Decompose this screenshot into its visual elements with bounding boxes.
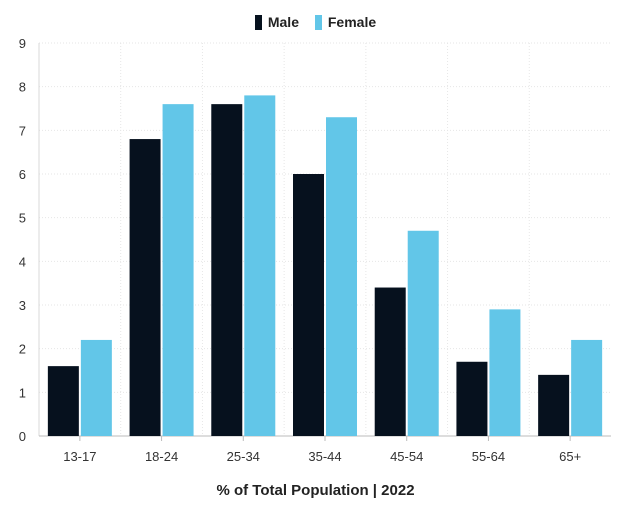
bar-female-18-24 [162,104,194,436]
bar-male-45-54 [374,287,406,436]
x-tick-label: 25-34 [227,449,260,464]
y-tick-label: 8 [19,80,26,95]
legend-swatch-male [254,14,262,30]
bar-female-45-54 [407,230,439,436]
y-tick-label: 0 [19,429,26,444]
bar-female-55-64 [489,309,521,436]
x-tick-label: 18-24 [145,449,178,464]
x-tick-label: 35-44 [308,449,341,464]
y-tick-label: 7 [19,123,26,138]
bar-male-18-24 [129,139,161,437]
bar-male-65plus [538,374,570,436]
x-tick-label: 55-64 [472,449,505,464]
bar-female-25-34 [244,95,276,437]
y-tick-label: 3 [19,298,26,313]
bar-male-35-44 [293,174,324,436]
y-tick-label: 4 [19,254,26,269]
bar-female-65plus [571,339,603,436]
x-tick-label: 45-54 [390,449,423,464]
y-tick-label: 5 [19,211,26,226]
legend-item-male[interactable]: Male [254,14,299,30]
bar-female-35-44 [326,117,357,436]
y-tick-label: 2 [19,342,26,357]
y-tick-label: 1 [19,385,26,400]
x-axis-title: % of Total Population | 2022 [216,482,415,499]
chart-legend: Male Female [0,14,631,33]
legend-label-female: Female [327,14,377,30]
bar-male-55-64 [456,361,488,436]
y-tick-label: 9 [19,36,26,51]
y-tick-label: 6 [19,167,26,182]
legend-item-female[interactable]: Female [314,14,377,30]
bar-male-13-17 [47,366,79,436]
legend-swatch-female [314,14,322,30]
x-tick-label: 65+ [559,449,581,464]
x-tick-label: 13-17 [63,449,96,464]
bar-male-25-34 [211,104,243,436]
legend-label-male: Male [267,14,299,30]
bar-female-13-17 [80,339,112,436]
